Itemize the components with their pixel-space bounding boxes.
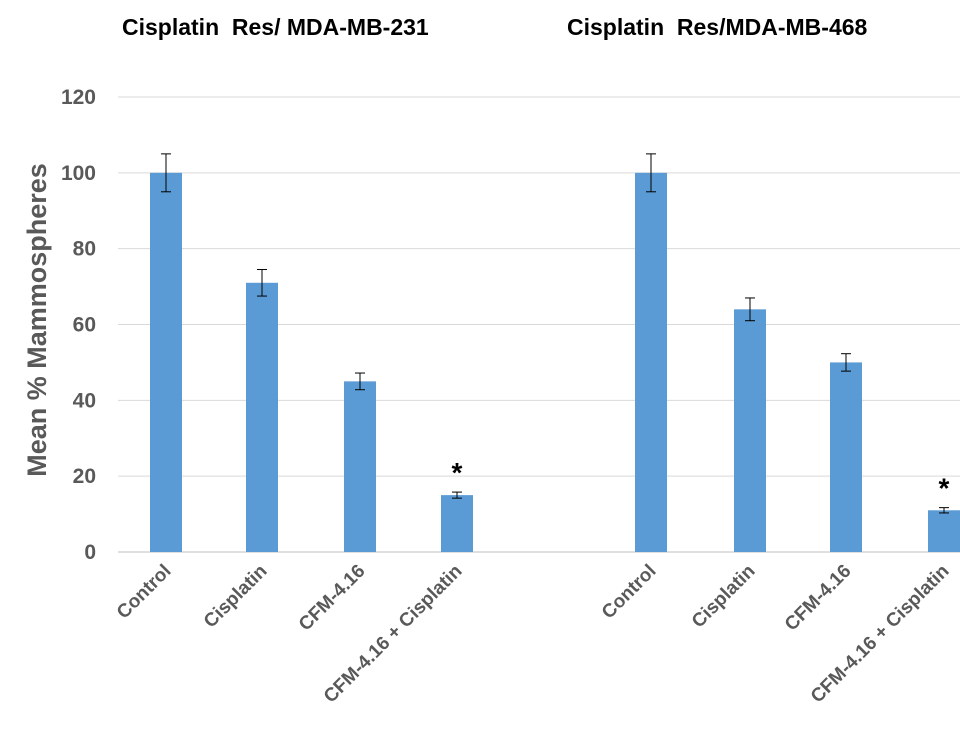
category-label: CFM-4.16: [781, 561, 856, 636]
y-tick-label: 40: [73, 389, 96, 412]
chart-title-right: Cisplatin Res/MDA-MB-468: [567, 14, 868, 40]
category-label: CFM-4.16: [295, 561, 370, 636]
y-tick-label: 0: [84, 541, 96, 564]
category-label: Cisplatin: [688, 561, 760, 633]
y-tick-label: 120: [61, 86, 96, 109]
significance-marker: *: [452, 457, 463, 488]
category-label: Control: [113, 561, 176, 624]
category-label: Cisplatin: [200, 561, 272, 633]
y-tick-label: 100: [61, 162, 96, 185]
bar: [830, 362, 862, 552]
bar: [344, 381, 376, 552]
bar: [928, 510, 960, 552]
bar: [150, 172, 182, 553]
significance-marker: *: [939, 473, 950, 504]
y-tick-label: 20: [73, 465, 96, 488]
bar: [441, 495, 473, 552]
bar: [246, 282, 278, 552]
y-axis-label: Mean % Mammospheres: [22, 163, 52, 477]
bar: [734, 309, 766, 552]
category-label: Control: [598, 561, 661, 624]
bar: [635, 172, 667, 553]
y-tick-label: 60: [73, 314, 96, 337]
y-tick-label: 80: [73, 238, 96, 261]
chart-title-left: Cisplatin Res/ MDA-MB-231: [122, 14, 429, 40]
